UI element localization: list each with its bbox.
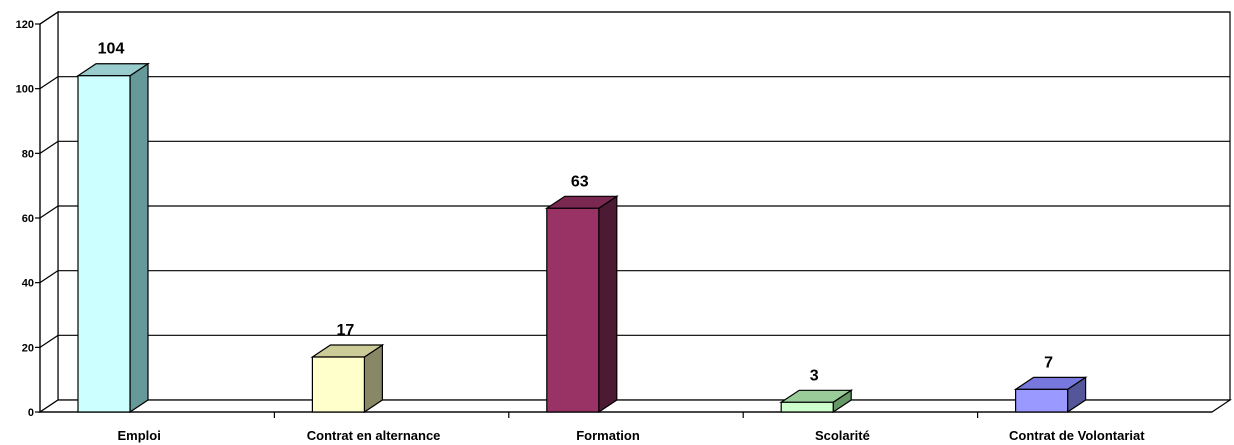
gridlines [39,11,1230,348]
bar-front [1014,388,1069,413]
gridline-side [39,11,59,25]
y-tick-label: 20 [22,342,34,354]
bar-front [546,207,600,413]
bar-side [598,195,618,414]
data-label: 3 [810,367,819,384]
y-tick-label: 80 [22,148,34,160]
bar: 3 [779,367,854,414]
bar: 104 [76,41,150,414]
bar-front [311,356,365,413]
y-tick-label: 100 [16,84,34,96]
x-tick-label: Formation [576,428,640,443]
category-labels: Emploi Contrat en alternance Formation Scol… [118,412,1145,443]
gridline-side [39,140,59,154]
bar-front [780,401,834,413]
gridline-side [39,205,59,219]
y-tick-label: 120 [16,19,34,31]
x-tick-label: Contrat en alternance [307,428,441,443]
data-label: 104 [98,41,125,58]
bar-side [129,62,149,414]
bar: 7 [1013,354,1088,414]
y-tick-label: 0 [28,407,34,419]
gridline-side [39,334,59,348]
gridline-side [39,76,59,90]
x-tick-label: Contrat de Volontariat [1009,428,1145,443]
y-tick-label: 40 [22,278,34,290]
x-tick-label: Emploi [118,428,161,443]
bars: 104 17 63 3 7 [76,41,1088,414]
x-tick-label: Scolarité [815,428,870,443]
data-label: 63 [571,173,589,190]
y-tick-label: 60 [22,213,34,225]
chart-walls [38,10,1232,414]
bar: 17 [310,322,385,414]
data-label: 7 [1044,354,1053,371]
bar: 63 [544,173,619,414]
gridline-side [39,270,59,284]
bar-front [77,75,131,413]
data-label: 17 [337,322,355,339]
